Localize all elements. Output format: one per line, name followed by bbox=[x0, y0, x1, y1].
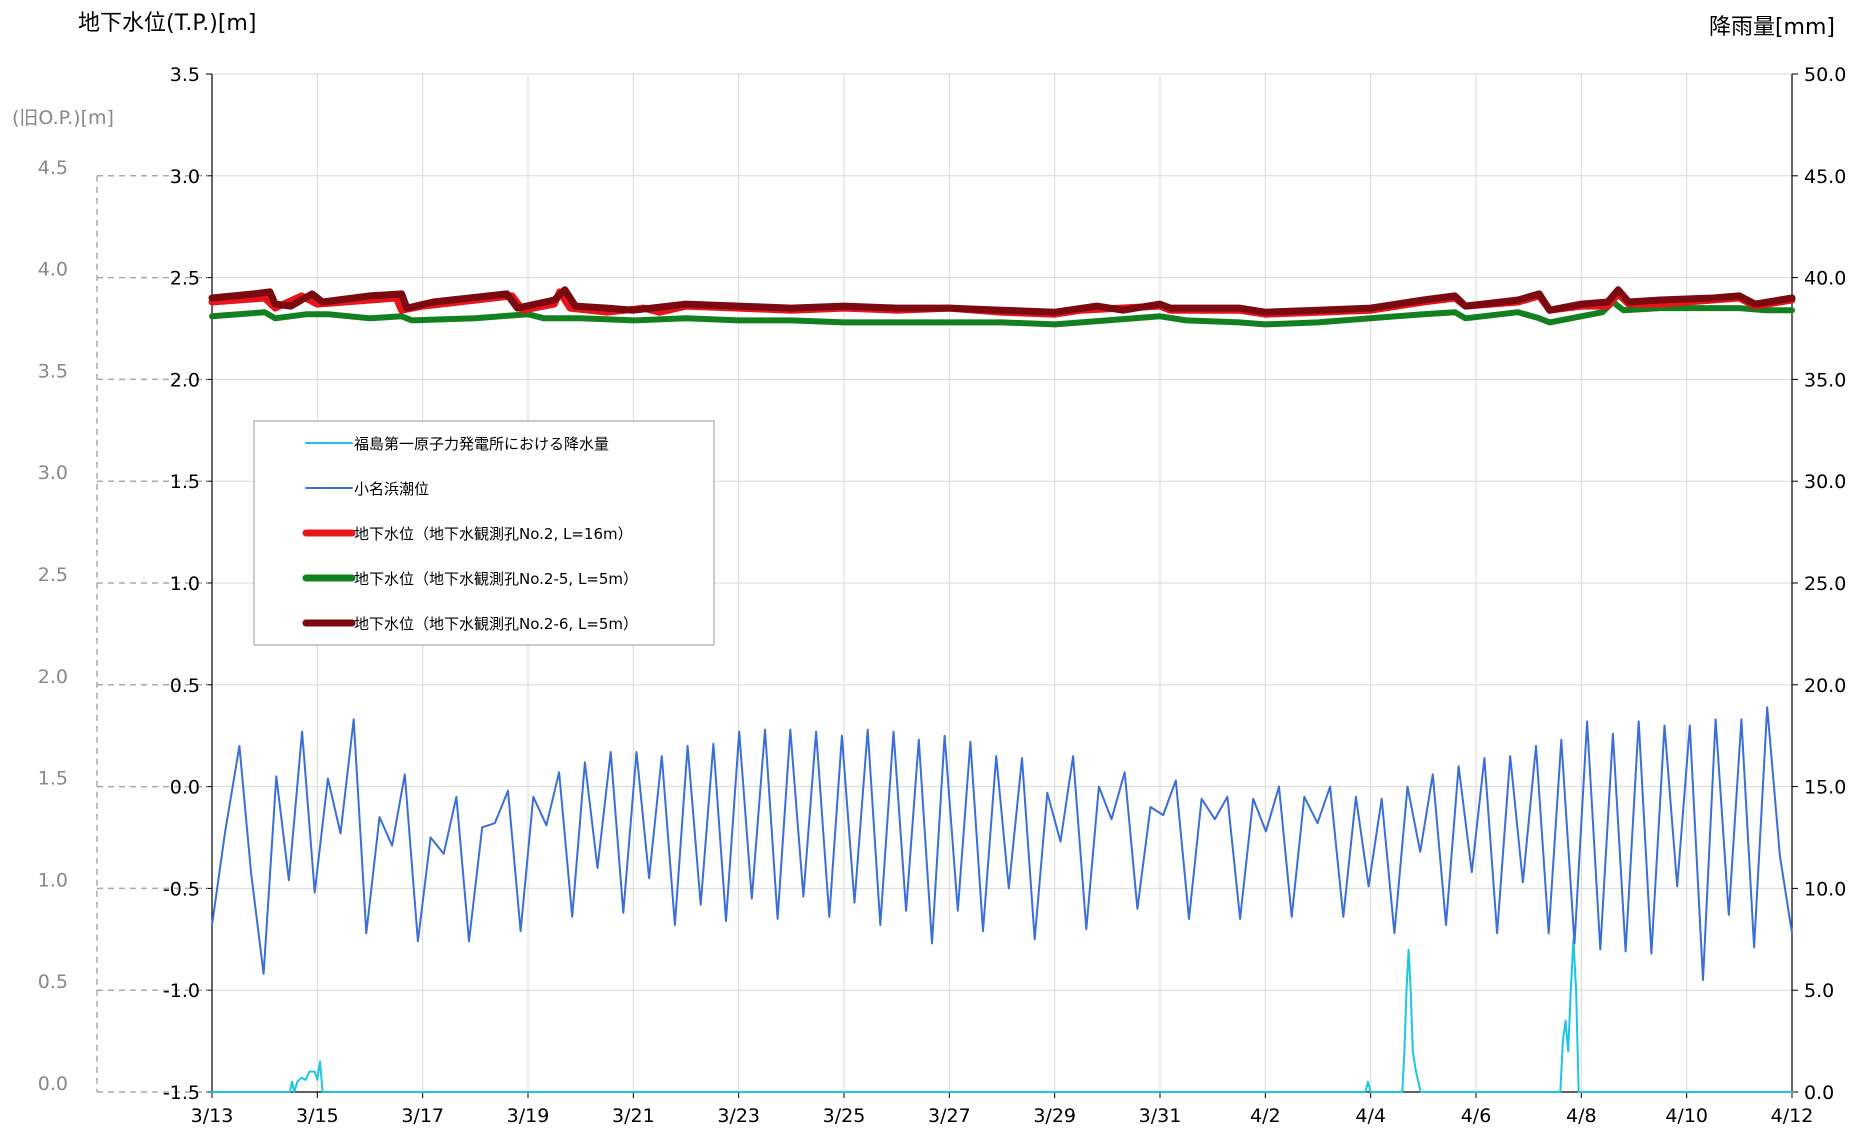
op-tick-label: 2.0 bbox=[38, 666, 68, 688]
x-tick-label: 3/13 bbox=[191, 1105, 234, 1125]
right-tick-label: 40.0 bbox=[1804, 268, 1846, 290]
tick-labels: 3.5 3.0 2.5 2.0 1.5 1.0 0.5 0.0 -0.5 -1.0 -1.5 50.0… bbox=[38, 64, 1847, 1127]
left-tick-label: -1.5 bbox=[163, 1082, 200, 1104]
left-axis-title: 地下水位(T.P.)[m] bbox=[78, 11, 256, 36]
x-tick-label: 4/10 bbox=[1665, 1105, 1708, 1125]
right-tick-label: 10.0 bbox=[1804, 878, 1846, 900]
op-tick-label: 0.5 bbox=[38, 971, 68, 993]
x-tick-label: 4/12 bbox=[1771, 1105, 1814, 1125]
right-tick-label: 50.0 bbox=[1804, 64, 1846, 86]
groundwater-no2-6-series-line bbox=[208, 286, 1796, 316]
left-tick-label: 0.5 bbox=[170, 675, 200, 697]
left-tick-label: -0.5 bbox=[163, 878, 200, 900]
right-tick-label: 20.0 bbox=[1804, 675, 1846, 697]
x-tick-label: 3/23 bbox=[717, 1105, 760, 1125]
legend-label: 小名浜潮位 bbox=[354, 480, 429, 498]
x-tick-label: 3/27 bbox=[928, 1105, 971, 1125]
right-tick-label: 15.0 bbox=[1804, 777, 1846, 799]
op-tick-label: 4.5 bbox=[38, 157, 68, 179]
op-tick-label: 0.0 bbox=[38, 1073, 68, 1095]
x-tick-label: 4/6 bbox=[1461, 1105, 1492, 1125]
left-tick-label: 1.0 bbox=[170, 573, 200, 595]
x-tick-label: 3/15 bbox=[296, 1105, 339, 1125]
right-tick-label: 25.0 bbox=[1804, 573, 1846, 595]
series-group bbox=[208, 286, 1796, 1093]
legend-label: 地下水位（地下水観測孔No.2-6, L=5m） bbox=[354, 615, 638, 633]
right-tick-label: 35.0 bbox=[1804, 369, 1846, 391]
right-tick-label: 45.0 bbox=[1804, 166, 1846, 188]
x-tick-label: 4/8 bbox=[1566, 1105, 1597, 1125]
left-tick-label: 2.5 bbox=[170, 268, 200, 290]
op-tick-label: 1.5 bbox=[38, 768, 68, 790]
op-tick-label: 3.0 bbox=[38, 462, 68, 484]
legend-label: 福島第一原子力発電所における降水量 bbox=[354, 435, 609, 453]
right-tick-label: 0.0 bbox=[1804, 1082, 1834, 1104]
x-tick-label: 4/2 bbox=[1250, 1105, 1281, 1125]
op-tick-label: 1.0 bbox=[38, 869, 68, 891]
tide-series-line bbox=[211, 706, 1793, 981]
x-tick-label: 3/17 bbox=[401, 1105, 444, 1125]
right-tick-label: 30.0 bbox=[1804, 471, 1846, 493]
x-tick-label: 4/4 bbox=[1355, 1105, 1386, 1125]
left-tick-label: 1.5 bbox=[170, 471, 200, 493]
left-tick-label: 3.5 bbox=[170, 64, 200, 86]
rainfall-series-line bbox=[211, 938, 1793, 1093]
left-tick-label: -1.0 bbox=[163, 980, 200, 1002]
x-tick-label: 3/19 bbox=[507, 1105, 550, 1125]
left-tick-label: 3.0 bbox=[170, 166, 200, 188]
left-tick-label: 2.0 bbox=[170, 369, 200, 391]
op-tick-label: 4.0 bbox=[38, 259, 68, 281]
x-tick-label: 3/25 bbox=[823, 1105, 866, 1125]
right-axis-title: 降雨量[mm] bbox=[1709, 15, 1835, 40]
right-tick-label: 5.0 bbox=[1804, 980, 1834, 1002]
x-tick-label: 3/29 bbox=[1033, 1105, 1076, 1125]
x-tick-label: 3/31 bbox=[1139, 1105, 1182, 1125]
op-tick-label: 3.5 bbox=[38, 360, 68, 382]
op-tick-label: 2.5 bbox=[38, 564, 68, 586]
legend-label: 地下水位（地下水観測孔No.2-5, L=5m） bbox=[354, 570, 638, 588]
left-tick-label: 0.0 bbox=[170, 777, 200, 799]
secondary-left-axis-title: (旧O.P.)[m] bbox=[12, 107, 114, 129]
groundwater-no2-5-series-line bbox=[209, 299, 1795, 328]
legend-label: 地下水位（地下水観測孔No.2, L=16m） bbox=[354, 525, 633, 543]
x-tick-label: 3/21 bbox=[612, 1105, 655, 1125]
